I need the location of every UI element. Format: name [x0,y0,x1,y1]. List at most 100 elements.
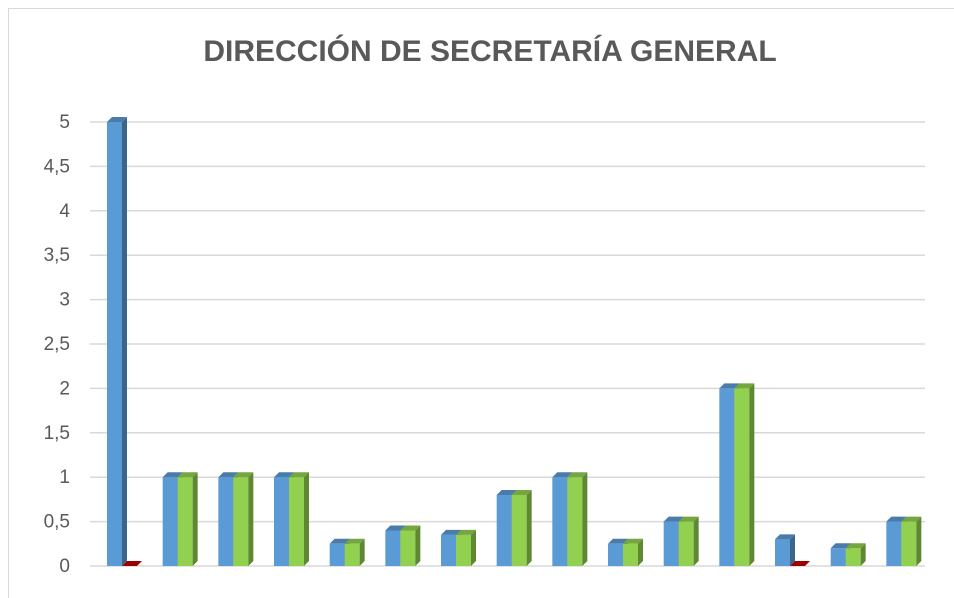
bar [289,472,309,566]
bar-side [122,117,127,566]
bar [790,561,810,566]
bar-top [775,534,795,540]
bar-front [734,388,750,566]
y-tick-label: 3 [59,290,70,311]
bar-top [790,561,810,566]
bar-top [496,489,517,495]
bar-front [274,477,289,566]
bar-front [400,530,416,566]
bar-top [678,516,699,522]
y-tick-label: 4 [59,201,70,222]
y-tick-label: 0,5 [44,512,70,533]
bar-front [177,477,193,566]
bar-front [567,477,583,566]
y-tick-label: 2 [59,378,70,399]
bar-top [441,529,461,535]
bar-front [663,521,679,566]
bar-top [623,538,643,544]
bar-side [860,543,866,566]
bar-side [304,472,309,566]
bar-top [162,472,183,478]
bar [623,538,643,566]
bar-top [901,516,922,522]
bar-front [719,388,735,566]
bar-side [916,516,922,566]
chart-title: DIRECCIÓN DE SECRETARÍA GENERAL [203,34,776,68]
bar-top [218,472,239,478]
y-tick-label: 5 [59,112,70,133]
bar-side [749,383,755,566]
bar-top [233,472,254,478]
bar-side [790,534,795,566]
bar-top [719,383,740,389]
bar-side [192,472,198,566]
y-tick-label: 0 [59,556,70,577]
bar [344,538,365,566]
bar-top [329,538,350,544]
bar [122,561,142,566]
y-tick-label: 1 [59,467,70,488]
bar-front [456,534,471,566]
bar-front [775,539,790,566]
bar-top [830,543,851,549]
bar-top [107,117,127,122]
bar [107,117,127,566]
bar-top [511,489,532,495]
bar-front [289,477,304,566]
bar-front [608,543,623,566]
bar [845,543,866,566]
bar-side [582,472,588,566]
bar-top [177,472,198,478]
bar [567,472,588,566]
bar [456,529,476,566]
bar-top [344,538,365,544]
bar-front [162,477,178,566]
bar [775,534,795,566]
bar-front [441,534,456,566]
bar-front [344,543,360,566]
bar-front [886,521,902,566]
y-tick-label: 2,5 [44,334,70,355]
bar-front [218,477,234,566]
bar-top [456,529,476,535]
bar [177,472,198,566]
bar-side [693,516,699,566]
bar-front [845,548,861,566]
bar-top [845,543,866,549]
bar [678,516,699,566]
bar [901,516,922,566]
bar-top [122,561,142,566]
bar-side [248,472,254,566]
bar-side [471,529,476,566]
bar-front [107,122,122,566]
bar [400,525,421,566]
bar-front [552,477,568,566]
bar-side [526,489,532,566]
bar-top [886,516,907,522]
bar-front [511,494,527,566]
bar-front [678,521,694,566]
y-tick-label: 3,5 [44,245,70,266]
bar-top [734,383,755,389]
bar-front [385,530,401,566]
bar-front [830,548,846,566]
bar-front [329,543,345,566]
bar-top [385,525,406,531]
y-tick-label: 1,5 [44,423,70,444]
chart-border [8,8,954,598]
bar [511,489,532,566]
bar-top [663,516,684,522]
bar [734,383,755,566]
bar-top [400,525,421,531]
bar-top [552,472,573,478]
bar-top [274,472,294,478]
bar-top [608,538,628,544]
bar-side [638,538,643,566]
bar-front [901,521,917,566]
bar-top [289,472,309,478]
bar-front [233,477,249,566]
y-tick-label: 4,5 [44,156,70,177]
bar-side [415,525,421,566]
bar-front [623,543,638,566]
